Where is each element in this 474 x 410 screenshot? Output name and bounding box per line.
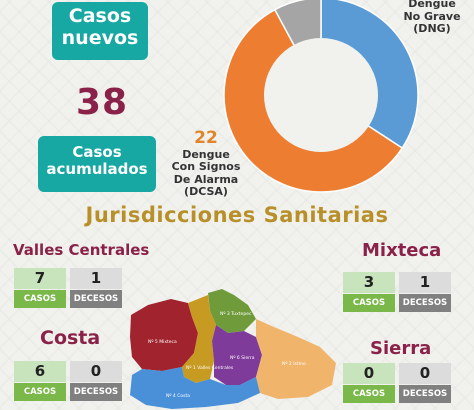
section-title: Jurisdicciones Sanitarias [85,203,389,227]
dng-label-line-1: Dengue [408,0,456,10]
dng-label-line-3: (DNG) [413,22,451,36]
map-label-tuxtepec: Nº 3 Tuxtepec [220,311,252,317]
donut-chart [223,0,419,193]
dcsa-number: 22 [194,128,218,148]
oaxaca-region-map: Nº 5 Mixteca Nº 3 Tuxtepec Nº 1 Valles C… [130,289,336,409]
map-label-costa: Nº 4 Costa [166,393,190,399]
decesos-label: DECESOS [70,290,122,308]
accumulated-cases-label-2: acumulados [46,160,148,179]
map-region-costa [130,367,260,409]
casos-value: 3 [343,272,395,293]
stats-mixteca: 3 1 CASOS DECESOS [343,272,453,314]
dcsa-label-line-4: (DCSA) [184,185,228,199]
accumulated-cases-label-1: Casos [72,143,122,161]
map-region-istmo [256,319,336,399]
new-cases-badge: Casos nuevos [52,2,148,60]
casos-value: 0 [343,363,395,384]
map-label-sierra: Nº 6 Sierra [230,355,255,361]
stats-costa: 6 0 CASOS DECESOS [14,361,124,403]
decesos-value: 0 [399,363,451,384]
decesos-value: 0 [70,361,122,382]
map-region-tuxtepec [208,289,256,333]
dcsa-label-line-2: Con Signos [171,160,241,174]
donut-slices [223,0,419,193]
casos-label: CASOS [14,290,66,308]
map-label-valles-centrales: Nº 1 Valles Centrales [186,365,234,371]
region-name-costa: Costa [40,327,101,349]
stats-sierra: 0 0 CASOS DECESOS [343,363,453,405]
new-cases-label-1: Casos [68,5,132,27]
region-name-mixteca: Mixteca [362,240,442,261]
total-cases-number: 38 [75,82,129,123]
casos-value: 6 [14,361,66,382]
decesos-value: 1 [399,272,451,293]
map-region-sierra [212,325,262,385]
new-cases-label-2: nuevos [61,26,139,49]
decesos-label: DECESOS [399,294,451,312]
stats-valles-centrales: 7 1 CASOS DECESOS [14,268,124,310]
accumulated-cases-badge: Casos acumulados [38,136,156,192]
donut-hole [264,38,378,152]
decesos-value: 1 [70,268,122,289]
dcsa-label-line-1: Dengue [182,147,230,161]
decesos-label: DECESOS [70,383,122,401]
casos-label: CASOS [343,294,395,312]
region-name-sierra: Sierra [370,338,432,359]
casos-label: CASOS [343,385,395,403]
map-region-valles-centrales [182,295,216,383]
dcsa-label: 22 Dengue Con Signos De Alarma (DCSA) [166,128,246,199]
dng-label: Dengue No Grave (DNG) [392,0,472,36]
map-label-mixteca: Nº 5 Mixteca [148,339,177,345]
decesos-label: DECESOS [399,385,451,403]
map-region-mixteca [130,299,198,371]
map-label-istmo: Nº 2 Istmo [282,361,306,367]
dcsa-label-line-3: De Alarma [173,172,239,186]
casos-label: CASOS [14,383,66,401]
dng-label-line-2: No Grave [403,9,461,23]
casos-value: 7 [14,268,66,289]
region-name-valles-centrales: Valles Centrales [13,241,150,259]
